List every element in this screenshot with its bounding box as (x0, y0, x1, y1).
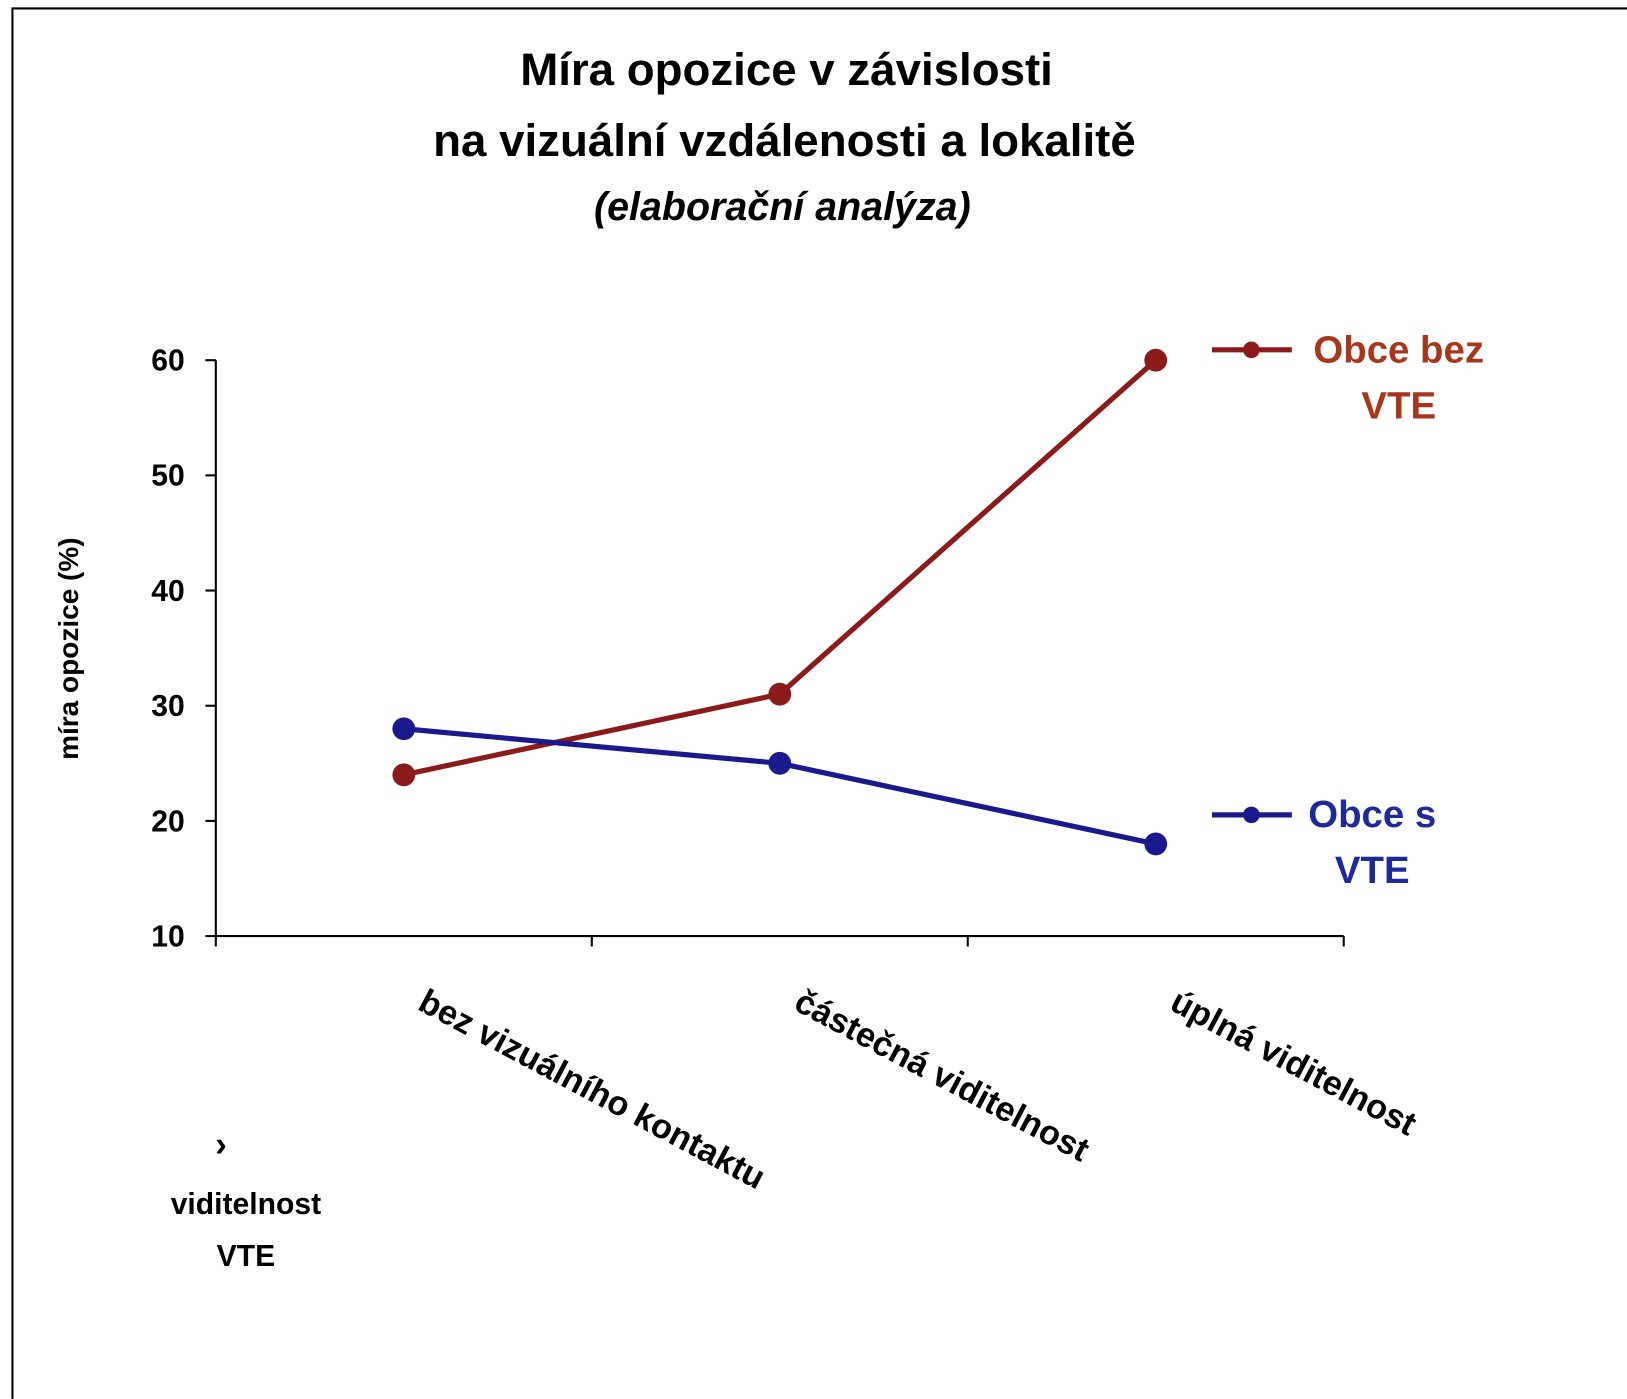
y-tick-label: 60 (151, 345, 184, 378)
x-tick-label: částečná viditelnost (788, 982, 1095, 1169)
frame (11, 7, 1627, 1399)
legend-label: Obce s VTE (1308, 793, 1437, 892)
series-line (403, 358, 1158, 778)
x-tick-label: bez vizuálního kontaktu (413, 982, 772, 1197)
chart-title: na vizuální vzdálenosti a lokalitě (433, 115, 1136, 166)
legend-label: Obce bez VTE (1313, 328, 1485, 427)
legend-label-box: Obce bez VTE (1313, 328, 1485, 427)
data-point (392, 717, 416, 741)
x-tick-label: úplná viditelnost (1164, 982, 1422, 1143)
data-point (392, 763, 416, 787)
data-point (1144, 348, 1168, 372)
chart-title: Míra opozice v závislosti (520, 44, 1053, 95)
annotation: › (215, 1125, 227, 1164)
x-axis-label: viditelnost (171, 1188, 321, 1221)
y-tick-label: 20 (151, 805, 184, 838)
x-axis-label: VTE (217, 1240, 276, 1273)
y-tick-label: 40 (151, 575, 184, 608)
chart-subtitle: (elaborační analýza) (594, 185, 971, 229)
data-point (1144, 832, 1168, 856)
y-axis-label: míra opozice (%) (53, 537, 84, 759)
series-line (403, 726, 1157, 847)
legend-label-box: Obce s VTE (1308, 793, 1437, 892)
y-tick-label: 50 (151, 460, 184, 493)
legend-marker (1243, 341, 1260, 359)
data-point (768, 682, 792, 706)
data-point (768, 751, 792, 775)
legend-marker (1243, 806, 1260, 824)
y-tick-label: 10 (151, 920, 184, 953)
y-tick-label: 30 (151, 690, 184, 723)
